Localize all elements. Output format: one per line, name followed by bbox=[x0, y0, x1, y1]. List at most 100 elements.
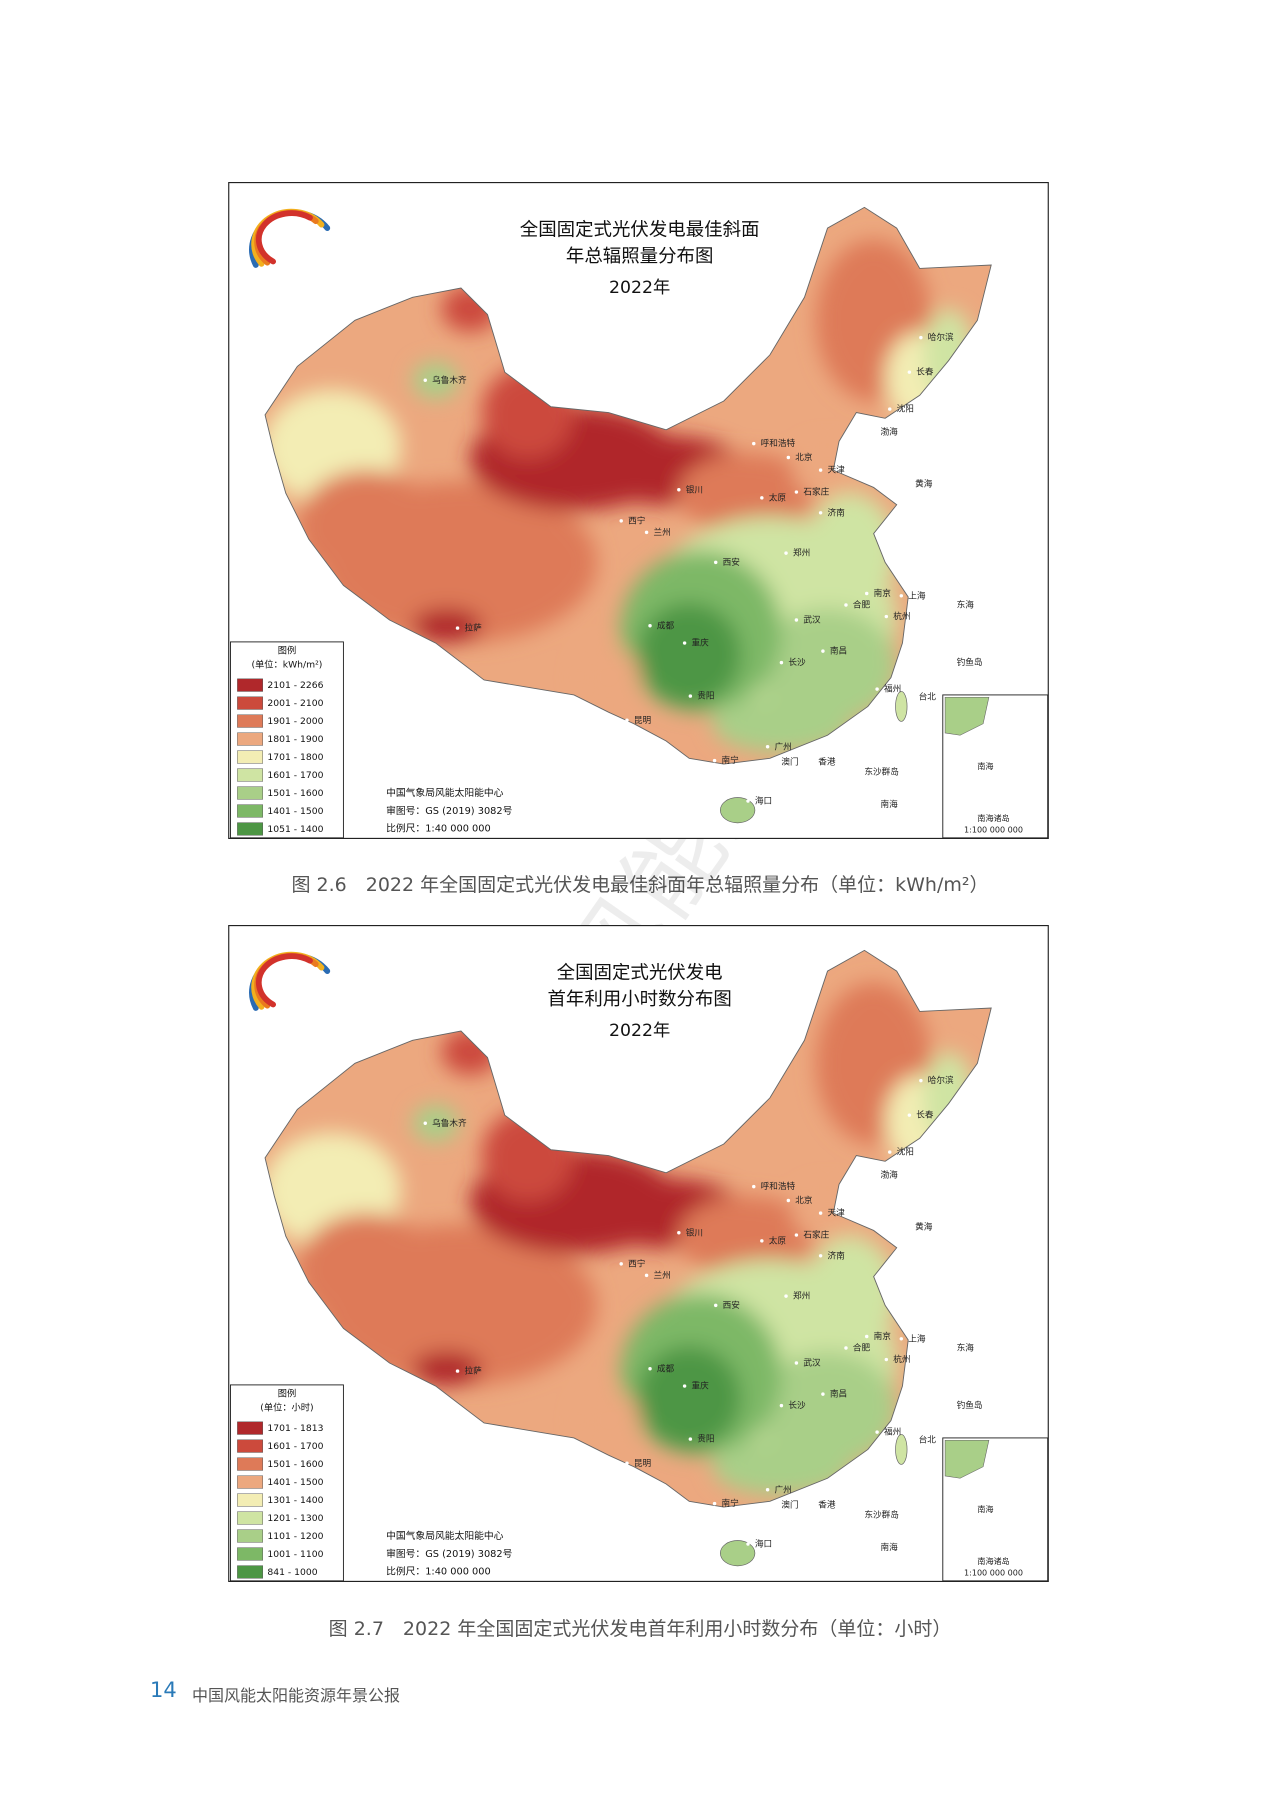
map-label: 海口 bbox=[755, 1537, 772, 1549]
inset-label: 南海诸岛 bbox=[977, 813, 1009, 823]
city-dot bbox=[784, 551, 788, 555]
legend-swatch bbox=[237, 732, 263, 746]
city-dot bbox=[794, 1233, 799, 1237]
color-blob bbox=[412, 361, 459, 399]
map-label: 钓鱼岛 bbox=[957, 656, 983, 668]
map-label: 银川 bbox=[686, 1226, 703, 1238]
city-dot bbox=[648, 624, 652, 628]
map-label: 南京 bbox=[874, 587, 892, 599]
city-dot bbox=[818, 511, 823, 515]
legend-label: 1701 - 1813 bbox=[267, 1423, 323, 1434]
legend-swatch bbox=[237, 1493, 263, 1507]
footer-title: 中国风能太阳能资源年景公报 bbox=[192, 1686, 401, 1705]
figure-caption: 图 2.6 2022 年全国固定式光伏发电最佳斜面年总辐照量分布（单位：kWh/… bbox=[291, 874, 989, 896]
map-label: 兰州 bbox=[653, 526, 670, 538]
map-label: 黄海 bbox=[915, 1220, 933, 1232]
city-dot bbox=[888, 407, 892, 411]
city-dot bbox=[786, 455, 791, 460]
map-credit: 比例尺：1:40 000 000 bbox=[386, 1565, 491, 1578]
color-field bbox=[265, 950, 992, 1508]
map-label: 呼和浩特 bbox=[761, 1180, 796, 1192]
map-label: 海口 bbox=[755, 794, 772, 806]
map-label: 台北 bbox=[919, 1434, 937, 1446]
city-dot bbox=[713, 1303, 718, 1308]
logo-arc bbox=[255, 953, 313, 1008]
legend-swatch bbox=[237, 1547, 263, 1561]
map-label: 杭州 bbox=[893, 610, 910, 622]
city-dot bbox=[864, 591, 869, 596]
city-dot bbox=[821, 649, 825, 653]
map-credit: 中国气象局风能太阳能中心 bbox=[386, 786, 504, 799]
map-label: 武汉 bbox=[803, 614, 821, 626]
color-blob bbox=[677, 1195, 817, 1277]
city-dot bbox=[888, 1150, 892, 1154]
map-label: 成都 bbox=[657, 619, 675, 631]
map-label: 南昌 bbox=[830, 1388, 847, 1400]
legend-label: 1101 - 1200 bbox=[267, 1531, 323, 1542]
inset-land bbox=[944, 696, 990, 736]
map-label: 上海 bbox=[908, 1332, 926, 1344]
map-label: 兰州 bbox=[653, 1269, 670, 1281]
color-blob bbox=[297, 1213, 436, 1329]
city-dot bbox=[909, 1438, 914, 1442]
city-dot bbox=[899, 594, 904, 598]
map-label: 石家庄 bbox=[803, 1229, 829, 1241]
city-dot bbox=[907, 370, 912, 374]
inset-label: 南海 bbox=[977, 761, 993, 771]
city-dot bbox=[455, 1369, 460, 1373]
map-label: 哈尔滨 bbox=[928, 331, 954, 343]
map-label: 香港 bbox=[818, 1498, 836, 1510]
map-label: 武汉 bbox=[803, 1357, 821, 1369]
legend-swatch bbox=[237, 714, 263, 728]
city-dot bbox=[760, 1239, 764, 1243]
city-dot bbox=[899, 1337, 904, 1341]
map-label: 东海 bbox=[957, 599, 975, 611]
city-dot bbox=[688, 1437, 693, 1441]
color-blob bbox=[637, 1345, 742, 1450]
city-dot bbox=[772, 1503, 777, 1507]
map-label: 济南 bbox=[828, 506, 846, 518]
map-credit: 审图号：GS (2019) 3082号 bbox=[386, 804, 513, 817]
legend-label: 1401 - 1500 bbox=[267, 806, 323, 817]
legend-label: 1501 - 1600 bbox=[267, 1459, 323, 1470]
city-dot bbox=[682, 641, 687, 645]
city-dot bbox=[712, 1501, 717, 1506]
legend-label: 1701 - 1800 bbox=[267, 752, 323, 763]
color-blob bbox=[412, 1104, 459, 1142]
map-label: 广州 bbox=[775, 1483, 792, 1495]
inset-label: 1:100 000 000 bbox=[964, 1568, 1023, 1577]
legend-swatch bbox=[237, 678, 263, 692]
map-label: 沈阳 bbox=[897, 403, 914, 415]
map-label: 钓鱼岛 bbox=[957, 1399, 983, 1411]
legend-label: 1901 - 2000 bbox=[267, 716, 323, 727]
city-dot bbox=[688, 694, 693, 698]
map-label: 西安 bbox=[723, 556, 741, 568]
map-label: 长沙 bbox=[788, 656, 806, 668]
legend-swatch bbox=[237, 1529, 263, 1543]
map-label: 沈阳 bbox=[897, 1146, 914, 1158]
legend-label: 841 - 1000 bbox=[267, 1567, 317, 1578]
city-dot bbox=[648, 1367, 652, 1371]
map-credit: 比例尺：1:40 000 000 bbox=[386, 822, 491, 835]
city-dot bbox=[818, 1211, 823, 1215]
map-label: 太原 bbox=[769, 1234, 787, 1246]
inset-land bbox=[944, 1439, 990, 1479]
map-label: 郑州 bbox=[793, 547, 810, 559]
map-label: 合肥 bbox=[853, 1342, 871, 1354]
city-dot bbox=[746, 799, 750, 803]
country-border bbox=[264, 949, 992, 1508]
city-dot bbox=[423, 1121, 427, 1125]
city-dot bbox=[752, 441, 756, 446]
city-dot bbox=[794, 1361, 799, 1365]
map-label: 台北 bbox=[919, 691, 937, 703]
map-label: 黄海 bbox=[915, 477, 933, 489]
color-field bbox=[265, 207, 992, 765]
map-label: 北京 bbox=[795, 1194, 813, 1206]
map-label: 南京 bbox=[874, 1330, 892, 1342]
city-dot bbox=[794, 490, 799, 494]
city-dot bbox=[713, 560, 718, 565]
map-label: 济南 bbox=[828, 1249, 846, 1261]
taiwan bbox=[895, 1434, 908, 1465]
map-label: 南宁 bbox=[721, 754, 739, 766]
